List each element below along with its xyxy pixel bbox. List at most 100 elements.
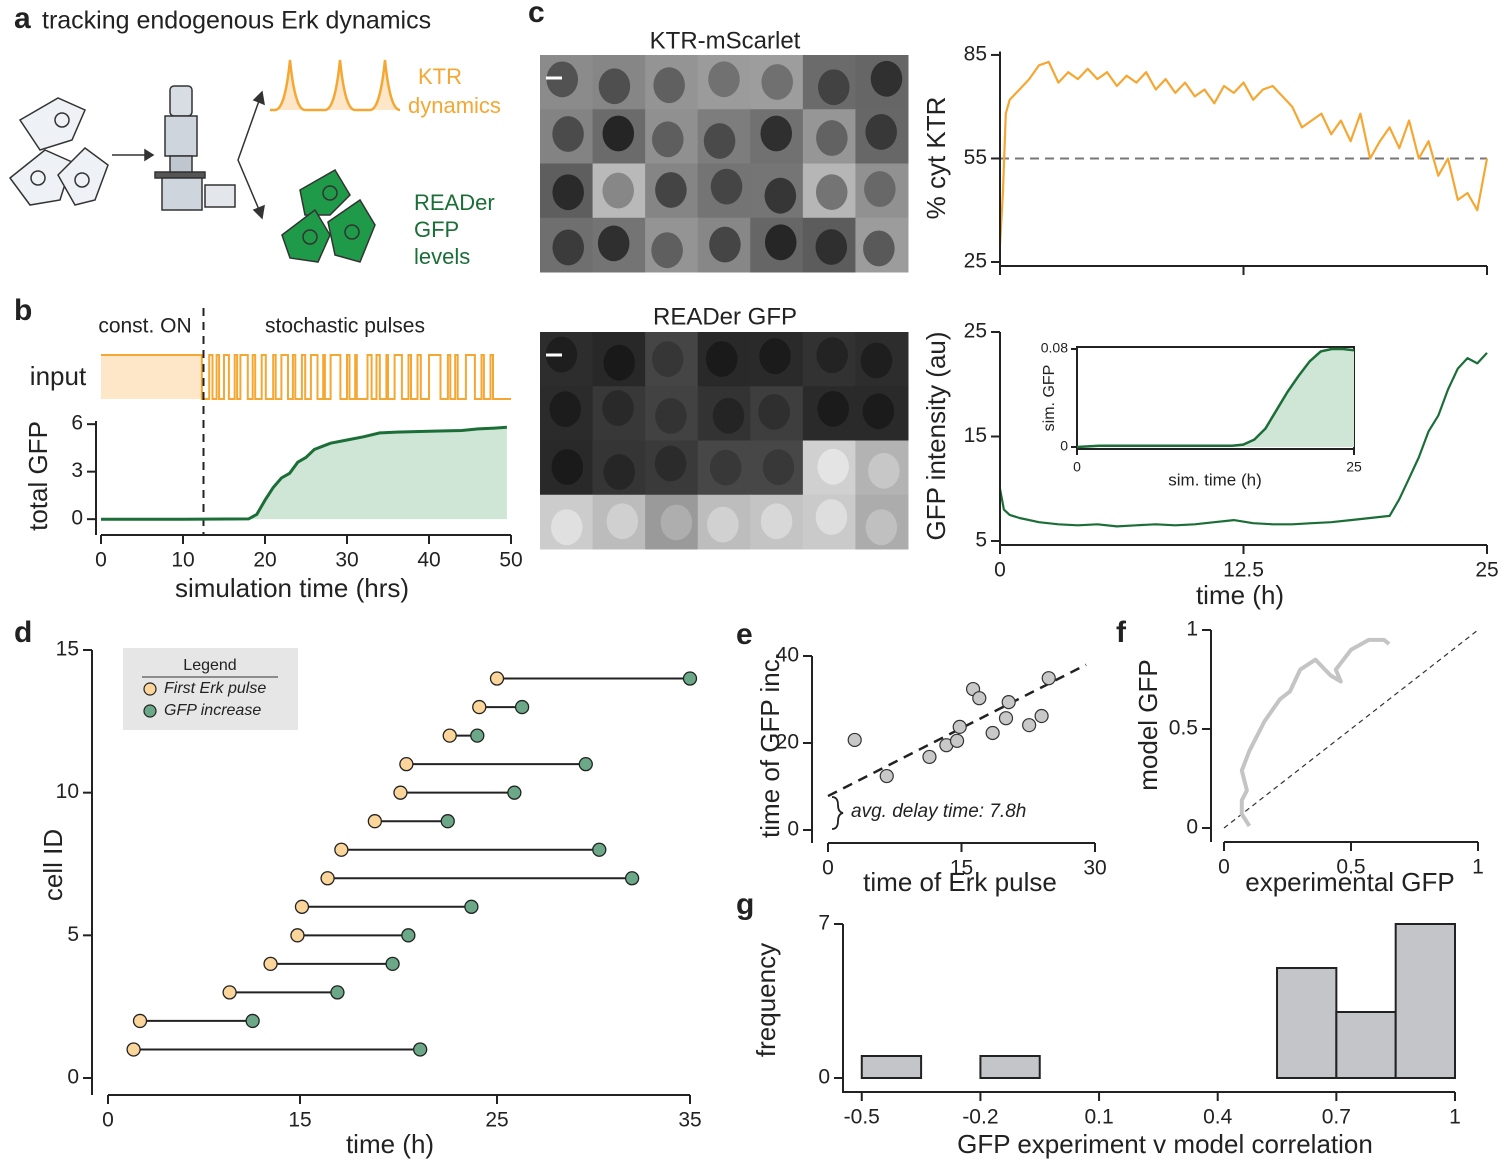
- x-tick-label: 0: [102, 1109, 114, 1132]
- dot: [489, 671, 505, 686]
- bar: [1394, 923, 1456, 1079]
- y-tick-label: 0: [1186, 816, 1198, 839]
- y-tick-label: 85: [964, 42, 987, 65]
- y-tick-label: 0.08: [1041, 340, 1068, 356]
- x-axis-title: sim. time (h): [1168, 470, 1262, 489]
- nucleus: [552, 116, 584, 152]
- ktr-label: KTR: [418, 64, 462, 89]
- image-title: READer GFP: [653, 303, 797, 330]
- nucleus: [761, 64, 793, 100]
- nucleus: [815, 229, 848, 265]
- nucleus: [552, 174, 584, 211]
- bar: [979, 1055, 1041, 1079]
- nucleus: [651, 341, 684, 377]
- ktr-label: dynamics: [408, 93, 501, 118]
- x-tick-label: 25: [1475, 559, 1498, 582]
- y-tick-label: 25: [964, 320, 987, 343]
- nucleus: [764, 177, 797, 214]
- nucleus: [597, 225, 630, 262]
- dot: [413, 1042, 428, 1057]
- dot: [514, 699, 530, 715]
- x-tick-label: 35: [678, 1109, 701, 1132]
- dot: [470, 728, 485, 743]
- x-tick-label: 0.4: [1203, 1106, 1233, 1129]
- panel-label: a: [14, 2, 31, 35]
- y-axis-title: sim. GFP: [1041, 365, 1058, 432]
- nucleus: [816, 337, 848, 374]
- microscope-part: [154, 171, 206, 179]
- nucleus: [603, 344, 636, 381]
- inset-line: [1076, 347, 1355, 449]
- y-tick-label: 15: [964, 424, 987, 447]
- x-tick-label: 25: [1346, 459, 1362, 475]
- x-axis-title: time (h): [1196, 580, 1284, 610]
- legend-swatch: [143, 704, 157, 718]
- input-on-fill: [101, 355, 202, 399]
- bar: [860, 1055, 923, 1079]
- x-tick-label: -0.2: [962, 1106, 998, 1129]
- annotation: avg. delay time: 7.8h: [851, 801, 1026, 822]
- dot: [592, 842, 607, 857]
- nucleus: [551, 449, 584, 485]
- nucleus: [552, 229, 585, 266]
- nucleus: [817, 69, 850, 106]
- nucleus: [764, 224, 797, 261]
- point: [1022, 718, 1037, 733]
- nucleus: [546, 61, 579, 98]
- y-axis-title: cell ID: [38, 829, 68, 901]
- x-tick-label: 0: [1218, 856, 1230, 879]
- panel-label: e: [736, 618, 753, 651]
- y-axis-title: % cyt KTR: [921, 97, 951, 220]
- dot: [330, 985, 345, 1000]
- nucleus-icon: [302, 229, 318, 245]
- inset-area: [1077, 349, 1354, 447]
- x-tick-label: -0.5: [844, 1106, 880, 1129]
- y-tick-label: 0.5: [1169, 717, 1198, 740]
- nucleus: [860, 342, 893, 379]
- green-cell-icon: [281, 208, 331, 263]
- legend-label: GFP increase: [164, 702, 261, 719]
- nucleus: [703, 123, 736, 159]
- legend-label: First Erk pulse: [164, 680, 266, 697]
- reader-label: GFP: [414, 217, 459, 242]
- point: [952, 719, 967, 735]
- x-axis-title: time (h): [346, 1129, 434, 1159]
- nucleus: [863, 230, 895, 267]
- y-tick-label: 25: [964, 250, 987, 273]
- dot: [320, 871, 335, 886]
- x-tick-label: 15: [288, 1109, 311, 1132]
- x-tick-label: 20: [253, 549, 276, 572]
- nucleus: [817, 390, 849, 427]
- y-tick-label: 7: [818, 912, 830, 935]
- x-tick-label: 1: [1472, 856, 1484, 879]
- dot: [126, 1042, 141, 1057]
- green-cell-icon: [299, 168, 351, 216]
- x-tick-label: 0.7: [1322, 1106, 1351, 1129]
- legend-swatch: [143, 682, 157, 696]
- point: [972, 691, 987, 706]
- nucleus-icon: [30, 170, 46, 186]
- annotation: const. ON: [98, 315, 191, 338]
- dot: [472, 699, 487, 715]
- dot: [263, 956, 278, 972]
- nucleus-icon: [54, 112, 70, 128]
- point: [1041, 671, 1056, 686]
- microscope-part: [204, 184, 236, 208]
- legend-title: Legend: [183, 657, 236, 674]
- nucleus: [709, 226, 741, 263]
- dot: [442, 728, 457, 743]
- cell-icon: [57, 147, 109, 206]
- point: [1001, 695, 1016, 710]
- x-tick-label: 0: [1073, 459, 1081, 475]
- microscopy-images: [540, 55, 909, 550]
- y-tick-label: 3: [71, 459, 83, 482]
- x-tick-label: 0: [994, 559, 1006, 582]
- y-tick-label: 5: [975, 529, 987, 552]
- microscope-part: [164, 115, 198, 157]
- nucleus: [705, 341, 738, 377]
- arrow-head: [144, 148, 155, 162]
- input-line: [101, 354, 511, 400]
- bar: [1276, 967, 1338, 1079]
- y-tick-label: 5: [67, 923, 79, 946]
- nucleus: [606, 503, 639, 540]
